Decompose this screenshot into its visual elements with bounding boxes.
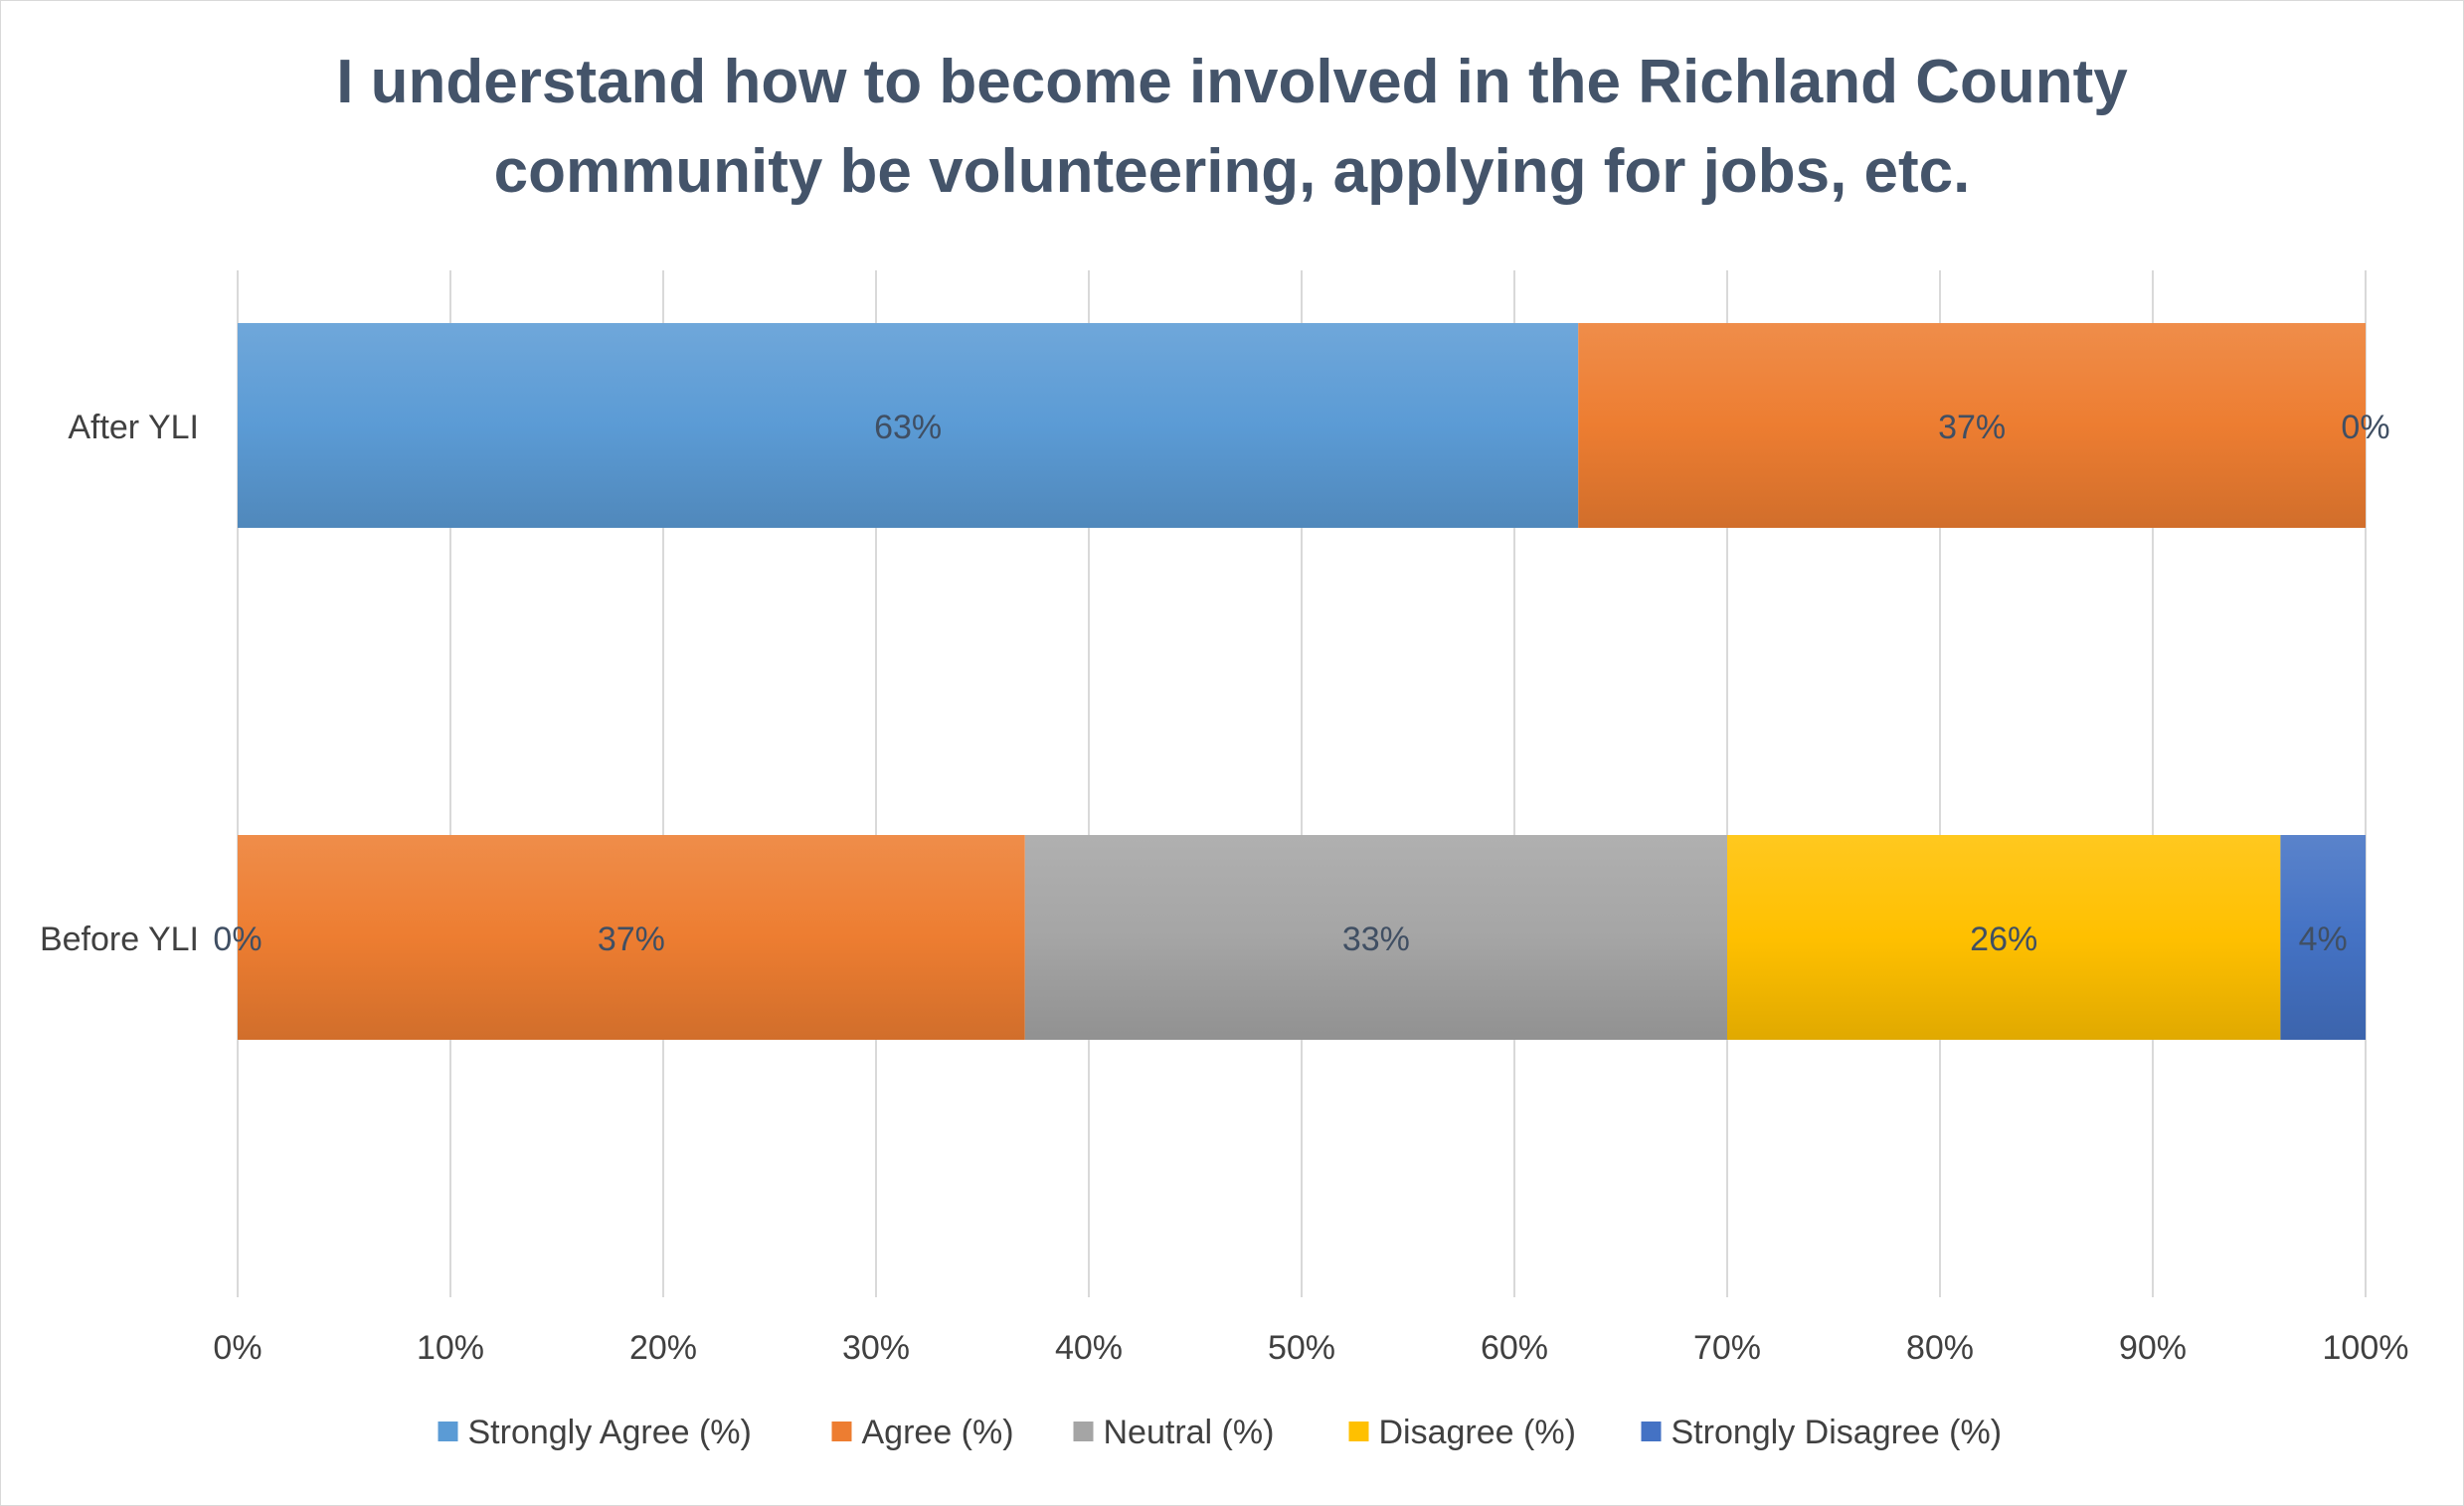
x-tick-label: 20% bbox=[629, 1329, 697, 1367]
category-label: Before YLI bbox=[40, 920, 199, 958]
legend-label: Agree (%) bbox=[862, 1414, 1014, 1451]
x-tick-label: 90% bbox=[2119, 1329, 2187, 1367]
bar-segment bbox=[238, 835, 1025, 1040]
data-label: 26% bbox=[1970, 920, 2037, 958]
bars bbox=[238, 323, 2366, 1040]
data-label: 4% bbox=[2299, 920, 2348, 958]
x-tick-label: 30% bbox=[842, 1329, 910, 1367]
x-tick-label: 60% bbox=[1481, 1329, 1548, 1367]
x-tick-labels: 0% 10% 20% 30% 40% 50% 60% 70% 80% 90% 100% bbox=[213, 1329, 2408, 1367]
chart-title: I understand how to become involved in t… bbox=[336, 48, 2128, 206]
legend: Strongly Agree (%) Agree (%) Neutral (%) Di… bbox=[438, 1414, 2003, 1451]
legend-label: Strongly Agree (%) bbox=[468, 1414, 752, 1451]
category-label: After YLI bbox=[68, 409, 199, 446]
legend-label: Disagree (%) bbox=[1379, 1414, 1576, 1451]
bar-segment bbox=[1727, 835, 2281, 1040]
bar-segment bbox=[238, 323, 1579, 528]
x-tick-label: 100% bbox=[2323, 1329, 2409, 1367]
x-tick-label: 0% bbox=[213, 1329, 262, 1367]
x-tick-label: 50% bbox=[1268, 1329, 1335, 1367]
legend-label: Strongly Disagree (%) bbox=[1672, 1414, 2003, 1451]
data-label: 37% bbox=[598, 920, 665, 958]
legend-item: Strongly Disagree (%) bbox=[1641, 1414, 2003, 1451]
bar-segment bbox=[2280, 835, 2366, 1040]
x-tick-label: 70% bbox=[1693, 1329, 1761, 1367]
legend-swatch bbox=[831, 1422, 852, 1441]
legend-swatch bbox=[438, 1422, 458, 1441]
legend-item: Neutral (%) bbox=[1073, 1414, 1275, 1451]
legend-swatch bbox=[1641, 1422, 1662, 1441]
data-label: 33% bbox=[1342, 920, 1410, 958]
legend-swatch bbox=[1073, 1422, 1094, 1441]
category-labels: After YLI Before YLI bbox=[40, 409, 199, 958]
data-labels: 63% 37% 0% 0% 37% 33% 26% 4% bbox=[213, 409, 2389, 958]
bar-segment bbox=[1024, 835, 1727, 1040]
legend-swatch bbox=[1348, 1422, 1369, 1441]
bar-segment bbox=[1578, 323, 2366, 528]
legend-label: Neutral (%) bbox=[1104, 1414, 1275, 1451]
data-label: 0% bbox=[2341, 409, 2389, 446]
x-tick-label: 40% bbox=[1055, 1329, 1123, 1367]
legend-item: Disagree (%) bbox=[1348, 1414, 1576, 1451]
x-tick-label: 80% bbox=[1906, 1329, 1974, 1367]
legend-item: Strongly Agree (%) bbox=[438, 1414, 752, 1451]
legend-item: Agree (%) bbox=[831, 1414, 1014, 1451]
data-label: 63% bbox=[874, 409, 942, 446]
data-label: 0% bbox=[213, 920, 262, 958]
data-label: 37% bbox=[1938, 409, 2006, 446]
x-tick-label: 10% bbox=[417, 1329, 484, 1367]
